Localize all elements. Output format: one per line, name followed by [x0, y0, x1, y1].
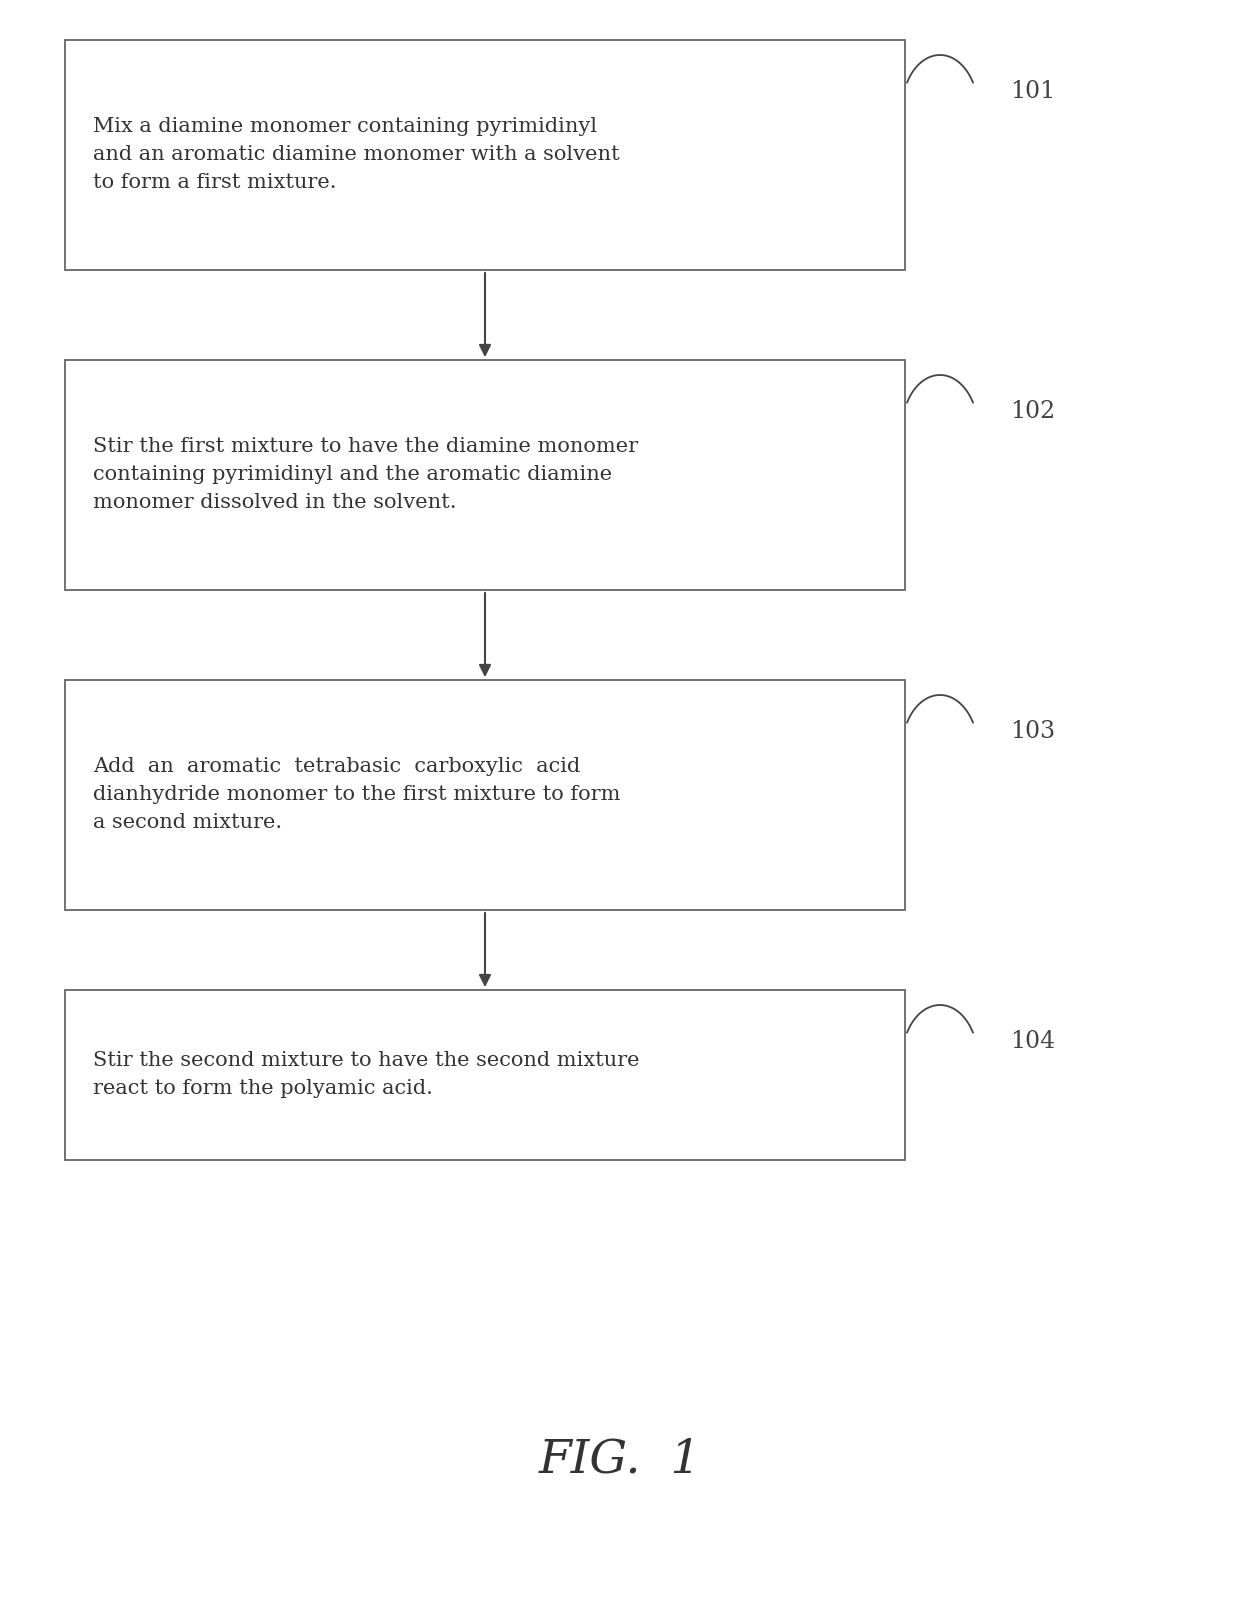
Text: Stir the second mixture to have the second mixture
react to form the polyamic ac: Stir the second mixture to have the seco…	[93, 1051, 640, 1099]
Text: 103: 103	[1011, 720, 1055, 742]
Text: 101: 101	[1011, 80, 1055, 103]
Bar	[64, 40, 905, 270]
Bar	[64, 990, 905, 1160]
Text: Add  an  aromatic  tetrabasic  carboxylic  acid
dianhydride monomer to the first: Add an aromatic tetrabasic carboxylic ac…	[93, 757, 620, 832]
Text: Mix a diamine monomer containing pyrimidinyl
and an aromatic diamine monomer wit: Mix a diamine monomer containing pyrimid…	[93, 117, 620, 193]
Text: FIG.  1: FIG. 1	[538, 1437, 702, 1483]
Text: Stir the first mixture to have the diamine monomer
containing pyrimidinyl and th: Stir the first mixture to have the diami…	[93, 437, 639, 513]
Bar	[64, 360, 905, 590]
Text: 102: 102	[1011, 400, 1055, 423]
Bar	[64, 680, 905, 910]
Text: 104: 104	[1011, 1030, 1055, 1053]
